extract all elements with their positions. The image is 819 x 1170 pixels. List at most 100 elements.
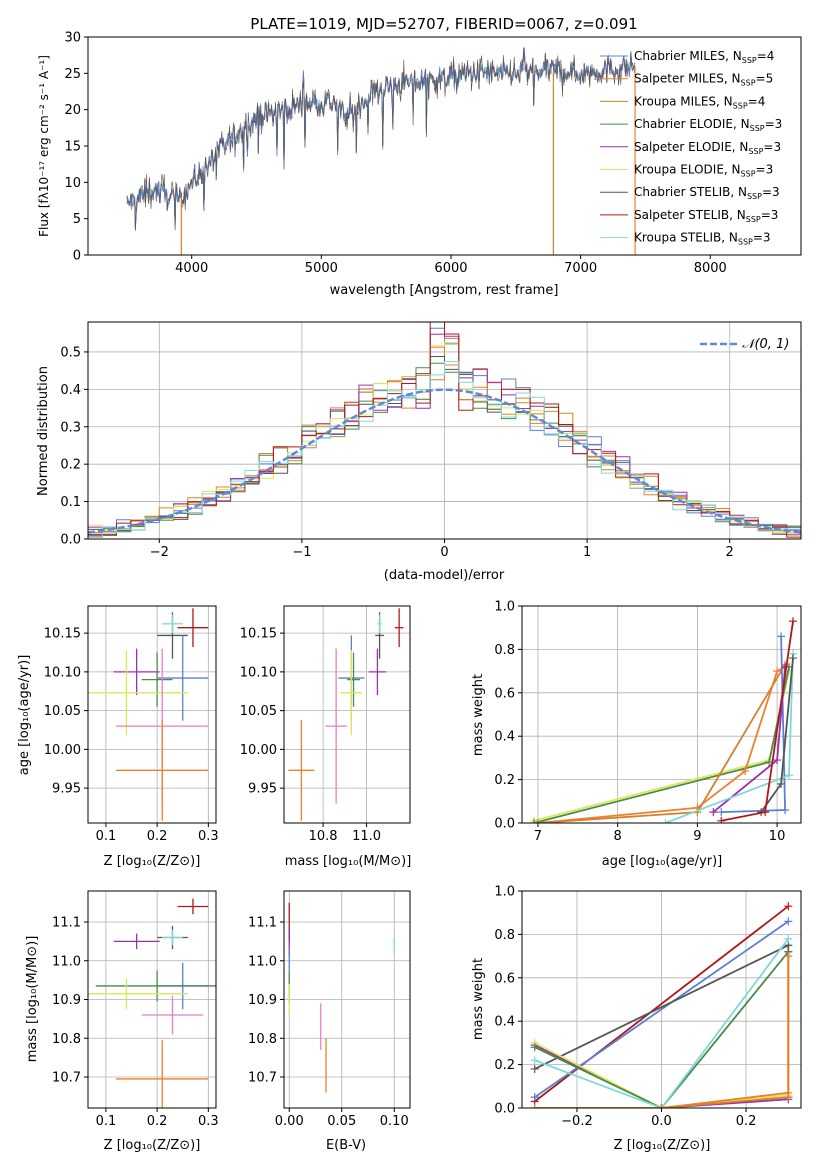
legend-subscript: SSP	[750, 124, 765, 133]
spectrum-xlabel: wavelength [Angstrom, rest frame]	[330, 283, 559, 298]
axes-frame	[87, 605, 217, 824]
residual-plot: −2 −1 0 1 2 0.0 0.1 0.2 0.3 0.4 0.5	[60, 321, 802, 560]
x-tick-label: 6000	[434, 261, 467, 276]
axes-frame	[283, 605, 411, 824]
x-tick-label: 1	[583, 545, 591, 560]
errorbar-point	[141, 995, 204, 1035]
series-marker	[709, 808, 718, 817]
age-vs-z-ylabel: age [log₁₀(age/yr)]	[17, 655, 32, 776]
series-marker	[777, 779, 786, 788]
mass-vs-z-ylabel: mass [log₁₀(M/M⊙)]	[25, 936, 40, 1063]
y-tick-label: 1.0	[494, 600, 515, 615]
residual-legend-label: 𝒩(0, 1)	[742, 337, 789, 352]
y-tick-label: 0.8	[494, 928, 515, 943]
y-tick-label: 10.8	[248, 1032, 277, 1047]
series-marker	[784, 917, 793, 926]
y-tick-label: 0	[73, 249, 81, 264]
y-tick-label: 10.15	[240, 627, 277, 642]
spectrum-plot: 4000 5000 6000 7000 8000 0 5 10 15 20 25 30	[64, 31, 802, 276]
series-marker	[777, 632, 786, 641]
x-tick-label: 0.05	[327, 1114, 356, 1129]
x-tick-label: 0.1	[96, 1114, 117, 1129]
clip-group	[288, 902, 395, 1093]
y-tick-label: 0.6	[494, 686, 515, 701]
y-tick-label: 10.10	[44, 665, 81, 680]
legend-eq: =3	[756, 163, 774, 177]
errorbar-point	[116, 1040, 209, 1108]
legend-subscript: SSP	[746, 215, 761, 224]
x-tick-label: 0.10	[380, 1114, 409, 1129]
y-tick-label: 0.1	[60, 495, 81, 510]
y-tick-label: 10.8	[52, 1032, 81, 1047]
age-vs-mass-xlabel: mass [log₁₀(M/M⊙)]	[285, 854, 412, 869]
y-tick-label: 10.7	[52, 1071, 81, 1086]
legend-eq: =3	[763, 140, 781, 154]
age-vs-z-plot: 0.1 0.2 0.3 9.95 10.00 10.05 10.10 10.15	[44, 605, 219, 844]
clip-group	[529, 617, 798, 823]
residual-ylabel: Normed distribution	[36, 366, 51, 496]
x-tick-label: 10	[769, 829, 786, 844]
series-marker	[530, 1104, 539, 1108]
series-marker	[741, 766, 750, 775]
series-marker	[657, 1104, 666, 1108]
mass-vs-z-plot: 0.1 0.2 0.3 10.7 10.8 10.9 11.0 11.1	[52, 890, 219, 1129]
legend-eq: =3	[761, 208, 779, 222]
y-tick-label: 10	[64, 176, 81, 191]
errorbar-point	[368, 648, 387, 696]
y-tick-label: 10.05	[44, 704, 81, 719]
x-tick-label: 0.3	[198, 829, 219, 844]
residual-legend: 𝒩(0, 1)	[700, 337, 789, 352]
x-tick-label: 0.2	[147, 1114, 168, 1129]
clip-group	[530, 902, 793, 1108]
y-tick-label: 5	[73, 212, 81, 227]
mw-vs-z-xlabel: Z [log₁₀(Z/Z⊙)]	[614, 1138, 711, 1153]
x-tick-label: 0.2	[736, 1114, 757, 1129]
legend-eq: =5	[756, 72, 774, 86]
y-tick-label: 11.1	[248, 916, 277, 931]
series-marker	[530, 1043, 539, 1052]
y-tick-label: 0.6	[494, 971, 515, 986]
series-marker	[784, 934, 793, 943]
errorbar-point	[88, 978, 188, 1010]
legend-subscript: SSP	[738, 238, 753, 247]
mass-vs-ebv-panel: 0.00 0.05 0.10 10.7 10.8 10.9 11.0 11.1 E(B-V)	[248, 890, 411, 1153]
x-tick-label: 8000	[694, 261, 727, 276]
y-tick-label: 0.4	[494, 1015, 515, 1030]
errorbar-point	[162, 614, 183, 634]
mw-vs-age-panel: 7 8 9 10 0.0 0.2 0.4 0.6 0.8 1.0 age [log₁₀(age/y…	[471, 600, 802, 869]
errorbar-point	[377, 614, 382, 634]
clip-group	[88, 608, 209, 821]
age-vs-mass-panel: 10.8 11.0 9.95 10.00 10.05 10.10 10.15 mass [l…	[240, 605, 412, 869]
y-tick-label: 0.0	[494, 1102, 515, 1117]
errorbar-point	[113, 648, 160, 696]
x-tick-label: −0.2	[561, 1114, 593, 1129]
residual-xlabel: (data-model)/error	[384, 568, 505, 583]
y-tick-label: 0.8	[494, 643, 515, 658]
legend-eq: =4	[757, 49, 775, 63]
legend-subscript: SSP	[747, 192, 762, 201]
series-marker	[784, 1093, 793, 1102]
y-tick-label: 15	[64, 140, 81, 155]
series-line-kroupa-stelib	[534, 938, 790, 1108]
y-tick-label: 10.00	[44, 743, 81, 758]
errorbar-point	[288, 719, 315, 821]
series-marker	[781, 805, 790, 814]
legend-eq: =3	[753, 231, 771, 245]
legend-label: Salpeter STELIB, NSSP=3	[634, 208, 778, 224]
mass-vs-z-panel: 0.1 0.2 0.3 10.7 10.8 10.9 11.0 11.1 Z [log₁₀(Z…	[25, 890, 219, 1153]
mw-vs-age-plot: 7 8 9 10 0.0 0.2 0.4 0.6 0.8 1.0	[494, 600, 802, 844]
normal-curve	[88, 388, 801, 534]
y-tick-label: 9.95	[248, 782, 277, 797]
y-tick-label: 10.15	[44, 627, 81, 642]
axes-frame	[521, 605, 802, 824]
x-tick-label: 8	[614, 829, 622, 844]
histogram-kroupa-stelib	[88, 361, 801, 538]
series-line-chabrier-elodie	[534, 951, 789, 1108]
series-marker	[529, 819, 538, 823]
series-marker	[661, 819, 670, 823]
series-marker	[784, 902, 793, 911]
y-tick-label: 10.7	[248, 1071, 277, 1086]
errorbar-point	[325, 648, 347, 804]
mass-vs-z-xlabel: Z [log₁₀(Z/Z⊙)]	[104, 1138, 201, 1153]
legend-label: Salpeter MILES, NSSP=5	[634, 72, 773, 88]
